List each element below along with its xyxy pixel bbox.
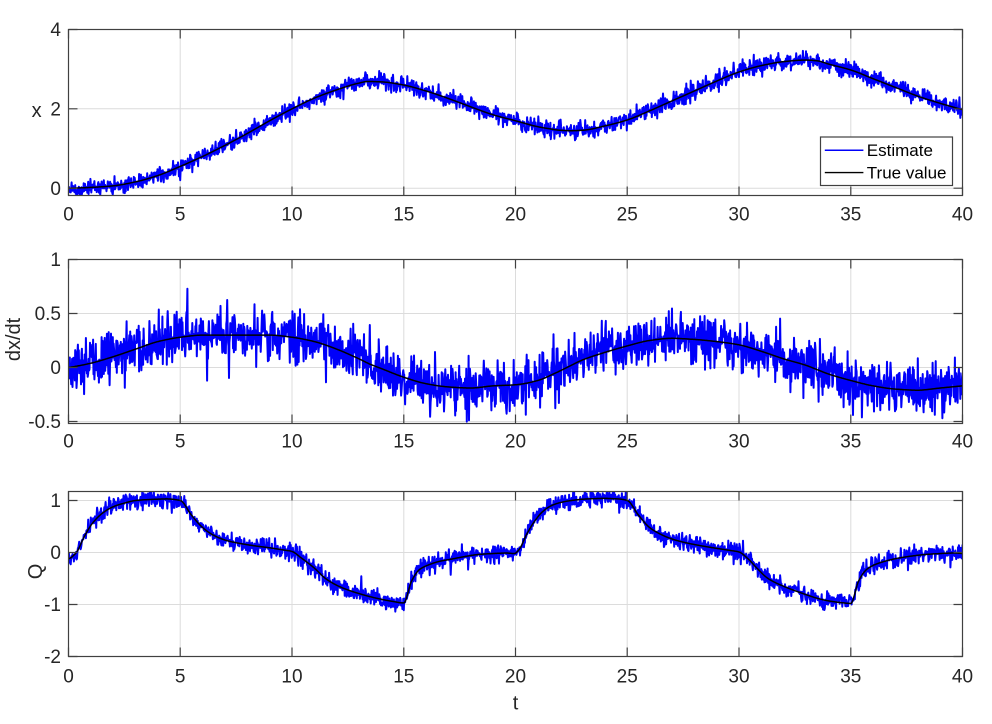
svg-text:2: 2	[50, 99, 61, 120]
svg-text:0.5: 0.5	[35, 304, 61, 325]
svg-text:5: 5	[175, 667, 186, 688]
svg-text:25: 25	[617, 667, 638, 688]
svg-text:0: 0	[63, 667, 74, 688]
svg-text:5: 5	[175, 205, 186, 226]
svg-text:40: 40	[952, 205, 973, 226]
svg-text:40: 40	[952, 432, 973, 453]
svg-text:t: t	[513, 693, 519, 715]
svg-text:20: 20	[505, 667, 526, 688]
svg-text:35: 35	[840, 667, 861, 688]
svg-text:Q: Q	[25, 564, 47, 580]
svg-text:Estimate: Estimate	[867, 141, 933, 160]
svg-text:10: 10	[281, 205, 302, 226]
svg-text:10: 10	[281, 432, 302, 453]
svg-text:0: 0	[63, 205, 74, 226]
svg-text:30: 30	[728, 432, 749, 453]
svg-text:1: 1	[50, 250, 61, 271]
svg-text:30: 30	[728, 205, 749, 226]
svg-text:x: x	[32, 100, 42, 122]
svg-text:25: 25	[617, 205, 638, 226]
svg-text:4: 4	[50, 20, 61, 41]
svg-text:-1: -1	[44, 595, 61, 616]
svg-text:-2: -2	[44, 647, 61, 668]
svg-text:5: 5	[175, 432, 186, 453]
svg-text:0: 0	[50, 543, 61, 564]
svg-text:0: 0	[50, 358, 61, 379]
svg-text:15: 15	[393, 432, 414, 453]
svg-text:20: 20	[505, 432, 526, 453]
svg-text:35: 35	[840, 205, 861, 226]
svg-text:20: 20	[505, 205, 526, 226]
svg-text:0: 0	[63, 432, 74, 453]
svg-text:0: 0	[50, 179, 61, 200]
svg-text:dx/dt: dx/dt	[3, 317, 25, 361]
svg-text:True value: True value	[867, 164, 947, 183]
svg-text:40: 40	[952, 667, 973, 688]
svg-text:25: 25	[617, 432, 638, 453]
svg-text:1: 1	[50, 491, 61, 512]
svg-text:35: 35	[840, 432, 861, 453]
svg-text:15: 15	[393, 205, 414, 226]
svg-text:-0.5: -0.5	[28, 412, 61, 433]
svg-text:15: 15	[393, 667, 414, 688]
svg-text:10: 10	[281, 667, 302, 688]
svg-text:30: 30	[728, 667, 749, 688]
